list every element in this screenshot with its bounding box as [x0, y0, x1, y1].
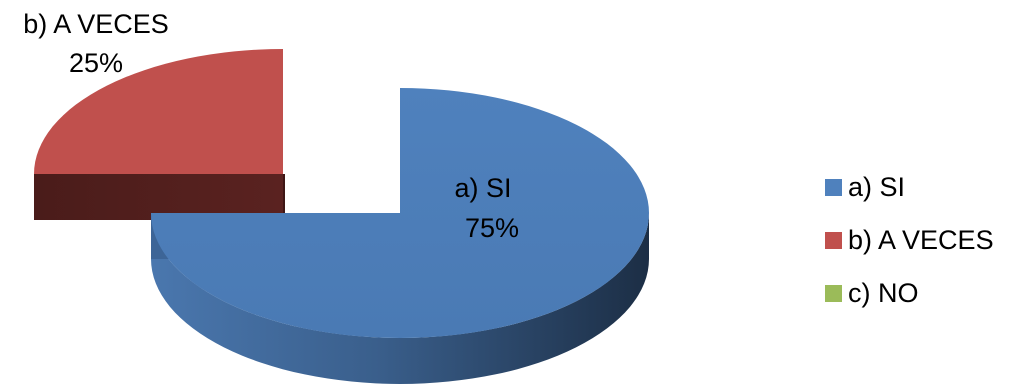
- legend-swatch-si: [825, 179, 842, 196]
- slice-side-aveces-front: [34, 174, 283, 220]
- slice-label-si-value: 75%: [465, 213, 519, 243]
- slice-aveces: [34, 49, 283, 174]
- legend-swatch-aveces: [825, 232, 842, 249]
- slice-side-aveces-wall-right: [283, 174, 285, 220]
- legend-label-aveces: b) A VECES: [848, 225, 994, 255]
- pie-slices: [34, 49, 649, 384]
- legend: a) SI b) A VECES c) NO: [825, 172, 994, 308]
- legend-label-si: a) SI: [848, 172, 905, 202]
- slice-label-aveces-name: b) A VECES: [23, 9, 169, 39]
- slice-label-aveces-value: 25%: [69, 48, 123, 78]
- slice-si: [151, 88, 649, 338]
- slice-label-si-name: a) SI: [454, 173, 511, 203]
- legend-item-aveces: b) A VECES: [825, 225, 994, 255]
- legend-label-no: c) NO: [848, 278, 919, 308]
- legend-swatch-no: [825, 285, 842, 302]
- slice-side-si-curved: [151, 213, 649, 384]
- legend-item-no: c) NO: [825, 278, 919, 308]
- legend-item-si: a) SI: [825, 172, 905, 202]
